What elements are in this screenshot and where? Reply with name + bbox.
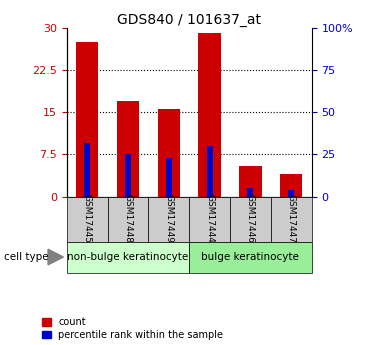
Bar	[198, 33, 221, 197]
Bar	[230, 197, 271, 241]
Text: GSM17445: GSM17445	[83, 194, 92, 243]
Bar	[117, 101, 139, 197]
Text: GSM17446: GSM17446	[246, 194, 255, 243]
Text: GSM17449: GSM17449	[164, 194, 173, 243]
Bar	[158, 109, 180, 197]
Text: bulge keratinocyte: bulge keratinocyte	[201, 252, 299, 262]
Bar	[84, 142, 90, 197]
Bar	[207, 146, 213, 197]
Bar	[247, 188, 253, 197]
Bar	[76, 42, 98, 197]
Bar	[280, 174, 302, 197]
Bar	[125, 155, 131, 197]
Bar	[67, 241, 189, 273]
Bar	[239, 166, 262, 197]
Bar	[288, 190, 294, 197]
Bar	[148, 197, 189, 241]
Text: GSM17444: GSM17444	[205, 194, 214, 243]
Legend: count, percentile rank within the sample: count, percentile rank within the sample	[42, 317, 223, 340]
Bar	[271, 197, 312, 241]
Bar	[108, 197, 148, 241]
Bar	[166, 158, 172, 197]
Title: GDS840 / 101637_at: GDS840 / 101637_at	[117, 12, 261, 27]
Text: GSM17448: GSM17448	[124, 194, 132, 243]
Bar	[67, 197, 108, 241]
Text: non-bulge keratinocyte: non-bulge keratinocyte	[68, 252, 188, 262]
Polygon shape	[48, 249, 63, 265]
Bar	[189, 241, 312, 273]
Text: GSM17447: GSM17447	[287, 194, 296, 243]
Text: cell type: cell type	[4, 252, 48, 262]
Bar	[189, 197, 230, 241]
